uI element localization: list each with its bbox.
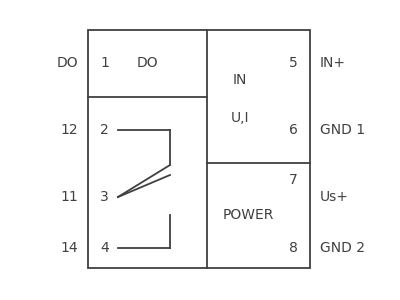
Text: 7: 7 xyxy=(289,173,298,187)
Text: 5: 5 xyxy=(289,56,298,70)
Text: DO: DO xyxy=(56,56,78,70)
Text: GND 2: GND 2 xyxy=(320,241,365,255)
Text: IN: IN xyxy=(233,73,247,87)
Text: GND 1: GND 1 xyxy=(320,123,365,137)
Text: 3: 3 xyxy=(100,190,109,204)
Text: DO: DO xyxy=(136,56,158,70)
Text: 4: 4 xyxy=(100,241,109,255)
Text: U,I: U,I xyxy=(231,111,249,125)
Text: 8: 8 xyxy=(289,241,298,255)
Bar xyxy=(88,30,310,268)
Text: 12: 12 xyxy=(60,123,78,137)
Text: POWER: POWER xyxy=(222,208,274,222)
Text: 2: 2 xyxy=(100,123,109,137)
Text: Us+: Us+ xyxy=(320,190,349,204)
Text: 14: 14 xyxy=(60,241,78,255)
Text: 11: 11 xyxy=(60,190,78,204)
Text: 1: 1 xyxy=(100,56,109,70)
Text: 6: 6 xyxy=(289,123,298,137)
Text: IN+: IN+ xyxy=(320,56,346,70)
